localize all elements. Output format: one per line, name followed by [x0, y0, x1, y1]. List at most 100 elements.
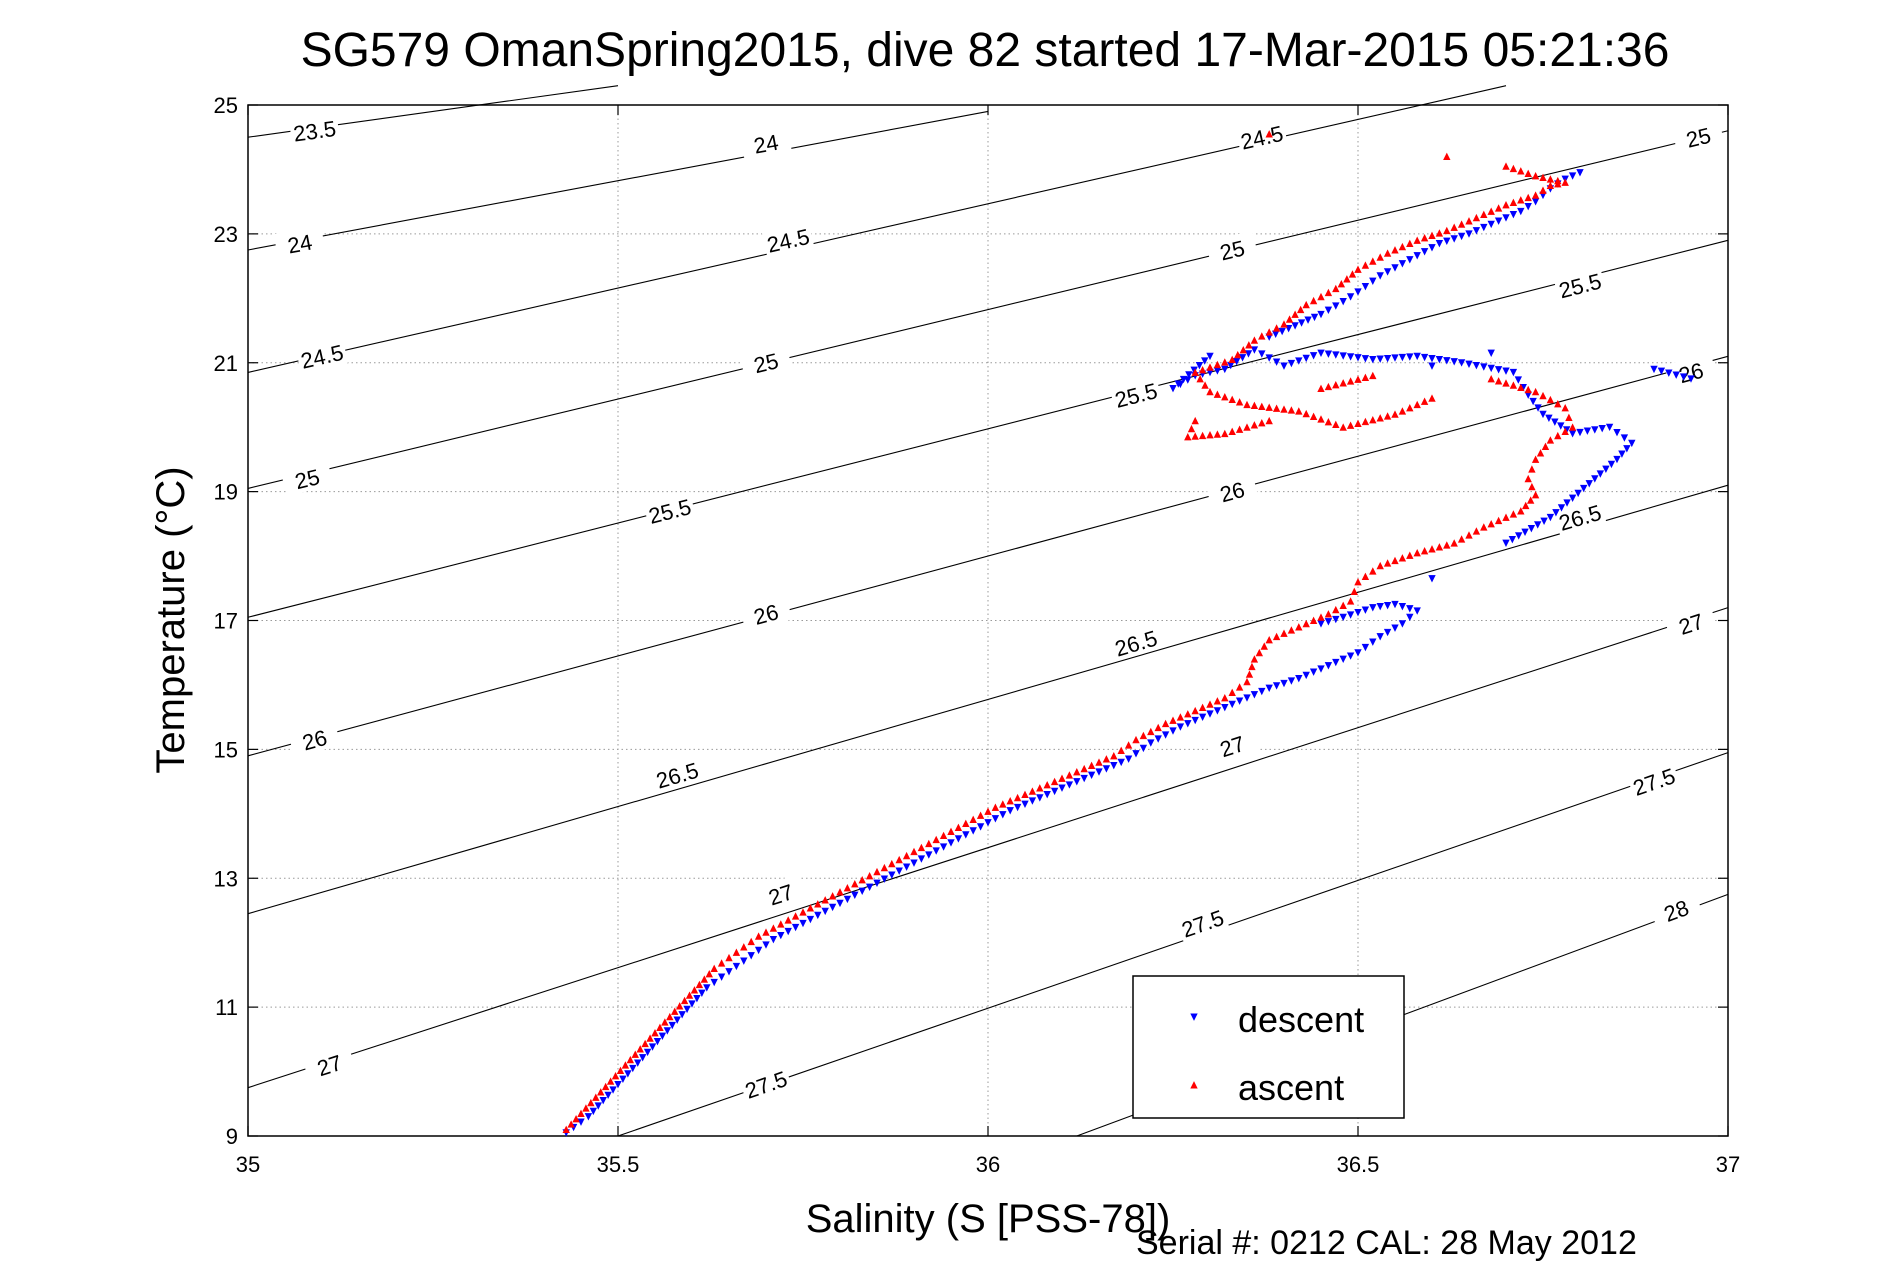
ascent-point [1239, 345, 1247, 354]
descent-point [609, 1086, 617, 1094]
descent-point [698, 989, 706, 998]
descent-point [1161, 731, 1170, 739]
ascent-point [1295, 623, 1303, 631]
ascent-point [1531, 172, 1540, 180]
ascent-point [791, 912, 800, 920]
contour-label: 25 [751, 348, 781, 378]
descent-point [1250, 691, 1259, 699]
ascent-point [1531, 191, 1540, 199]
ascent-point [999, 800, 1007, 808]
ascent-point [1450, 223, 1458, 231]
contour-label: 23.5 [292, 116, 338, 147]
descent-point [1184, 376, 1192, 384]
ascent-point [1265, 328, 1273, 336]
ascent-point [1339, 601, 1347, 609]
descent-point [910, 859, 918, 867]
ascent-point [1450, 539, 1458, 547]
descent-point [791, 923, 800, 932]
descent-point [1297, 319, 1306, 327]
contour-label: 24 [752, 130, 781, 159]
descent-point [1198, 713, 1207, 722]
descent-point [1309, 668, 1318, 676]
ascent-point [705, 969, 713, 978]
descent-point [668, 1021, 676, 1030]
ascent-point [1260, 642, 1268, 650]
descent-point [663, 1027, 672, 1035]
descent-point [1540, 517, 1548, 525]
ascent-point [1243, 677, 1251, 686]
descent-point [1295, 674, 1303, 683]
ascent-point [1554, 431, 1562, 440]
descent-point [1628, 439, 1636, 448]
ascent-point [1324, 417, 1333, 426]
ascent-point [865, 871, 874, 880]
ascent-point [1487, 374, 1495, 383]
descent-point [1502, 367, 1510, 375]
ascent-point [732, 948, 741, 956]
ascent-point [1080, 764, 1088, 773]
ascent-point [777, 920, 785, 928]
descent-point [1502, 539, 1510, 548]
descent-point [1361, 606, 1370, 614]
contour-label-backdrop [739, 125, 792, 160]
descent-point [1324, 350, 1333, 358]
descent-point [999, 811, 1007, 819]
ascent-point [1258, 419, 1266, 427]
descent-point [814, 911, 822, 920]
descent-point [1073, 778, 1081, 786]
descent-point [1332, 658, 1340, 667]
ascent-point [1036, 784, 1044, 792]
ascent-point [1348, 270, 1357, 278]
descent-point [1036, 794, 1044, 802]
descent-point [725, 968, 733, 976]
ascent-point [1339, 423, 1347, 431]
descent-point [1494, 366, 1503, 374]
descent-point [634, 1059, 642, 1067]
ascent-point [1234, 350, 1242, 359]
descent-point [1591, 475, 1599, 483]
descent-point [1383, 601, 1392, 610]
descent-point [1317, 310, 1325, 319]
descent-point [1487, 220, 1495, 229]
descent-point [1450, 235, 1458, 243]
descent-point [1376, 633, 1384, 641]
ascent-point [1406, 403, 1414, 412]
descent-point [1494, 217, 1503, 225]
ascent-point [1502, 201, 1510, 209]
descent-point [880, 875, 889, 883]
x-tick-label: 35.5 [597, 1152, 640, 1177]
ascent-point [888, 859, 896, 868]
descent-point [1472, 227, 1481, 235]
descent-point [1354, 354, 1362, 362]
contour-label-backdrop [739, 594, 793, 632]
y-tick-label: 25 [214, 93, 238, 118]
descent-point [1332, 302, 1340, 310]
ascent-point [1228, 688, 1236, 696]
descent-point [1406, 613, 1414, 622]
ascent-point [1383, 412, 1392, 420]
descent-point [1221, 365, 1229, 374]
descent-point [1339, 352, 1347, 360]
descent-point [1324, 618, 1333, 626]
descent-point [1576, 428, 1584, 437]
descent-point [1480, 223, 1488, 232]
descent-point [954, 835, 963, 843]
descent-point [1176, 723, 1185, 731]
ascent-point [1206, 431, 1214, 439]
descent-point [1546, 513, 1555, 522]
contour-label: 25 [1217, 235, 1247, 265]
ascent-point [1332, 380, 1340, 389]
descent-point [1265, 354, 1273, 362]
ascent-point [1132, 735, 1140, 744]
descent-point [1509, 368, 1518, 377]
density-contour-line [617, 752, 1729, 1137]
ascent-point [1480, 523, 1488, 531]
descent-point [1354, 608, 1362, 617]
descent-point [806, 915, 815, 924]
ascent-point [1413, 236, 1421, 244]
ascent-point [1528, 465, 1536, 473]
descent-point [1605, 423, 1614, 432]
x-tick-label: 36 [976, 1152, 1000, 1177]
ascent-point [695, 980, 704, 989]
descent-point [1280, 679, 1288, 688]
